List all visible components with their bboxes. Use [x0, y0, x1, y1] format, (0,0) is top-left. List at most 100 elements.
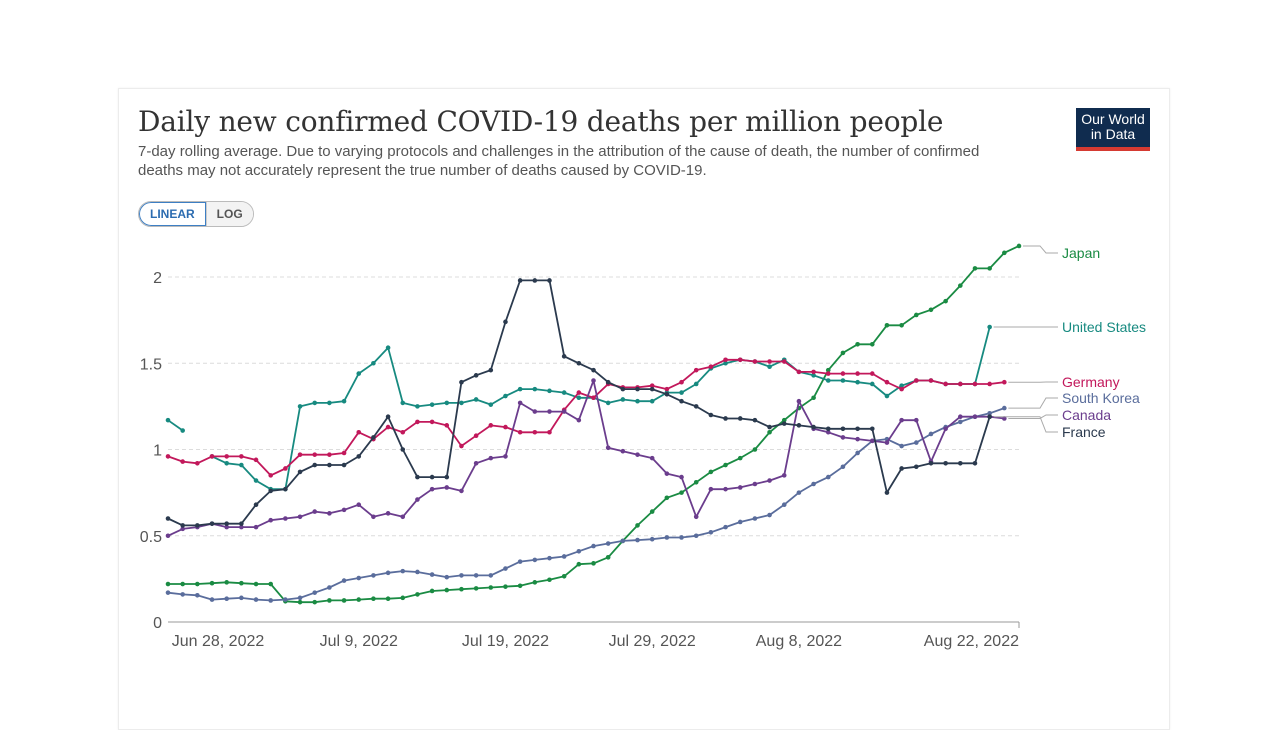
legend-label-france[interactable]: France: [1062, 424, 1106, 440]
data-point-japan: [444, 588, 449, 593]
data-point-france: [738, 416, 743, 421]
data-point-south-korea: [518, 559, 523, 564]
data-point-south-korea: [709, 530, 714, 535]
legend-label-south-korea[interactable]: South Korea: [1062, 390, 1140, 406]
data-point-japan: [415, 592, 420, 597]
data-point-germany: [254, 458, 259, 463]
data-point-japan: [577, 562, 582, 567]
data-point-japan: [885, 323, 890, 328]
data-point-united-states: [767, 364, 772, 369]
data-point-canada: [400, 514, 405, 519]
data-point-japan: [166, 582, 171, 587]
data-point-south-korea: [826, 475, 831, 480]
data-point-south-korea: [899, 444, 904, 449]
data-point-united-states: [298, 404, 303, 409]
data-point-france: [753, 418, 758, 423]
legend-label-japan[interactable]: Japan: [1062, 245, 1100, 261]
data-point-united-states: [371, 361, 376, 366]
data-point-france: [797, 423, 802, 428]
data-point-germany: [415, 420, 420, 425]
legend-label-united-states[interactable]: United States: [1062, 319, 1146, 335]
data-point-japan: [665, 496, 670, 501]
data-point-france: [914, 464, 919, 469]
data-point-canada: [518, 401, 523, 406]
data-point-france: [870, 427, 875, 432]
data-point-south-korea: [1002, 406, 1007, 411]
data-point-france: [767, 425, 772, 430]
data-point-united-states: [474, 397, 479, 402]
data-point-japan: [180, 582, 185, 587]
data-point-germany: [312, 452, 317, 457]
data-point-south-korea: [180, 592, 185, 597]
data-point-united-states: [415, 404, 420, 409]
data-point-south-korea: [547, 556, 552, 561]
data-point-france: [342, 463, 347, 468]
data-point-south-korea: [268, 598, 273, 603]
data-point-france: [210, 521, 215, 526]
data-point-united-states: [577, 395, 582, 400]
data-point-germany: [987, 382, 992, 387]
data-point-south-korea: [210, 597, 215, 602]
data-point-france: [973, 461, 978, 466]
data-point-france: [195, 523, 200, 528]
data-point-germany: [973, 382, 978, 387]
data-point-germany: [356, 430, 361, 435]
data-point-canada: [665, 471, 670, 476]
legend-label-germany[interactable]: Germany: [1062, 374, 1120, 390]
data-point-south-korea: [841, 464, 846, 469]
data-point-france: [855, 427, 860, 432]
data-point-france: [166, 516, 171, 521]
data-point-canada: [914, 418, 919, 423]
data-point-germany: [547, 430, 552, 435]
y-tick-label: 1: [153, 443, 162, 460]
data-point-germany: [943, 382, 948, 387]
data-point-japan: [533, 580, 538, 585]
data-point-united-states: [459, 401, 464, 406]
data-point-germany: [444, 423, 449, 428]
data-point-canada: [459, 489, 464, 494]
data-point-france: [899, 466, 904, 471]
data-point-japan: [650, 509, 655, 514]
data-point-canada: [943, 427, 948, 432]
data-point-japan: [841, 351, 846, 356]
data-point-japan: [591, 561, 596, 566]
series-line-france: [168, 280, 990, 525]
data-point-south-korea: [430, 572, 435, 577]
data-point-france: [503, 320, 508, 325]
data-point-germany: [342, 451, 347, 456]
data-point-south-korea: [400, 569, 405, 574]
data-point-germany: [885, 380, 890, 385]
data-point-germany: [195, 461, 200, 466]
data-point-france: [386, 414, 391, 419]
data-point-united-states: [356, 371, 361, 376]
data-point-france: [782, 421, 787, 426]
data-point-south-korea: [621, 539, 626, 544]
data-point-canada: [958, 414, 963, 419]
data-point-germany: [166, 454, 171, 459]
data-point-japan: [503, 584, 508, 589]
legend-label-canada[interactable]: Canada: [1062, 407, 1111, 423]
data-point-united-states: [254, 478, 259, 483]
data-point-united-states: [855, 380, 860, 385]
data-point-france: [430, 475, 435, 480]
data-point-japan: [943, 299, 948, 304]
data-point-canada: [797, 399, 802, 404]
data-point-south-korea: [312, 590, 317, 595]
data-point-germany: [430, 420, 435, 425]
data-point-south-korea: [254, 597, 259, 602]
data-point-canada: [635, 452, 640, 457]
data-point-canada: [591, 378, 596, 383]
data-point-canada: [254, 525, 259, 530]
data-point-france: [577, 361, 582, 366]
data-point-south-korea: [444, 575, 449, 580]
data-point-canada: [283, 516, 288, 521]
data-point-germany: [709, 364, 714, 369]
data-point-germany: [533, 430, 538, 435]
data-point-japan: [298, 600, 303, 605]
data-point-france: [885, 490, 890, 495]
data-point-japan: [753, 447, 758, 452]
data-point-france: [650, 387, 655, 392]
data-point-united-states: [635, 399, 640, 404]
data-point-south-korea: [488, 573, 493, 578]
data-point-france: [679, 399, 684, 404]
